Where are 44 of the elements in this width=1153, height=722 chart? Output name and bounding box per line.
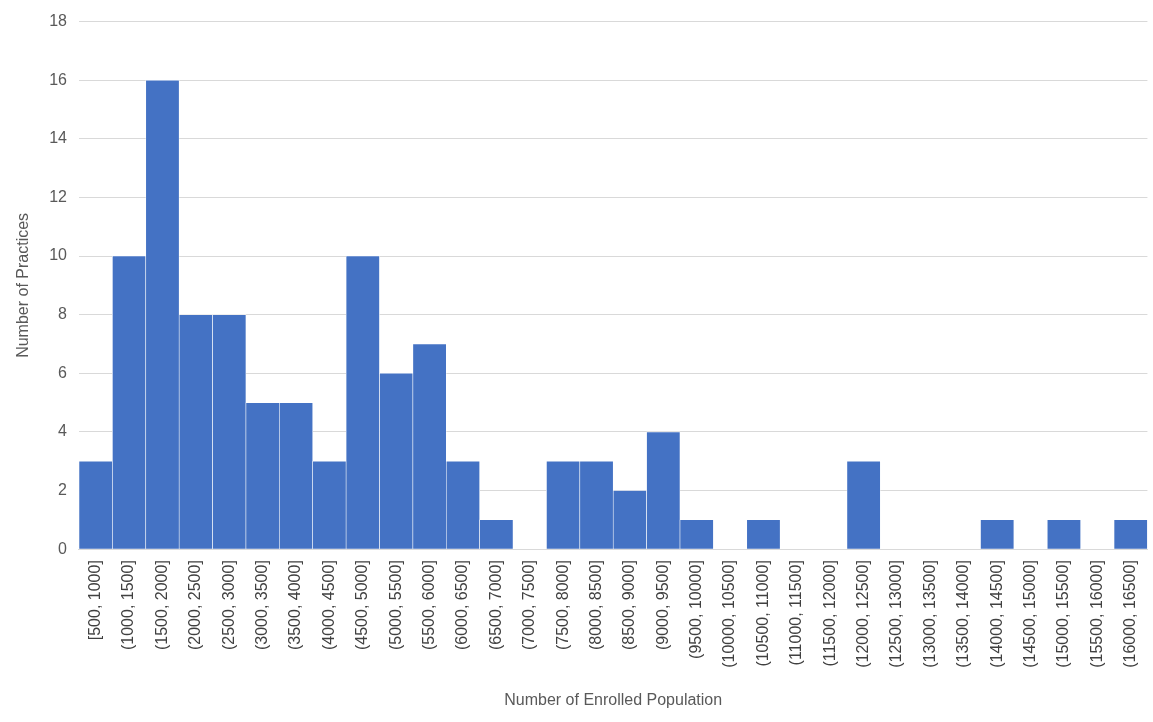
x-tick-label: (6000, 6500] (453, 560, 471, 651)
x-tick-label: (5500, 6000] (419, 560, 437, 651)
x-tick-label: (2000, 2500] (186, 560, 204, 651)
y-tick-label: 12 (49, 187, 68, 205)
x-tick-label: (7000, 7500] (520, 560, 538, 651)
y-tick-label: 18 (49, 12, 68, 30)
y-tick-label: 14 (49, 129, 68, 147)
x-tick-label: (14000, 14500] (987, 560, 1005, 668)
x-tick-label: (12500, 13000] (887, 560, 905, 668)
x-tick-label: (14500, 15000] (1020, 560, 1038, 668)
x-tick-label: (10500, 11000] (753, 560, 771, 667)
y-tick-label: 6 (58, 363, 68, 381)
y-tick-label: 10 (49, 246, 68, 264)
y-tick-label: 0 (58, 539, 68, 557)
y-tick-label: 2 (58, 480, 68, 498)
x-tick-label: (7500, 8000] (553, 560, 571, 651)
x-tick-label: (15000, 15500] (1054, 560, 1072, 668)
x-tick-label: (10000, 10500] (720, 560, 738, 668)
x-tick-label: (1500, 2000] (152, 560, 170, 651)
x-tick-label: (3000, 3500] (253, 560, 271, 651)
x-tick-label: (9000, 9500] (653, 560, 671, 651)
y-tick-label: 4 (58, 422, 68, 440)
y-tick-label: 8 (58, 305, 68, 323)
x-tick-label: (1000, 1500] (119, 560, 137, 651)
x-tick-label: (12000, 12500] (854, 560, 872, 668)
x-tick-label: (4000, 4500] (319, 560, 337, 651)
x-tick-label: (13500, 14000] (954, 560, 972, 668)
x-tick-label: (3500, 4000] (286, 560, 304, 651)
x-tick-label: (8000, 8500] (586, 560, 604, 651)
x-axis-title: Number of Enrolled Population (504, 690, 723, 708)
x-tick-label: (6500, 7000] (486, 560, 504, 651)
x-tick-label: (8500, 9000] (620, 560, 638, 651)
x-tick-label: (11500, 12000] (820, 560, 838, 667)
y-axis-title: Number of Practices (14, 212, 32, 358)
x-tick-label: (2500, 3000] (219, 560, 237, 651)
x-tick-label: (4500, 5000] (353, 560, 371, 651)
x-tick-label: (5000, 5500] (386, 560, 404, 651)
x-tick-label: [500, 1000] (86, 560, 104, 641)
x-tick-label: (15500, 16000] (1087, 560, 1105, 668)
x-tick-label: (16000, 16500] (1121, 560, 1139, 668)
x-tick-label: (9500, 10000] (687, 560, 705, 659)
y-tick-label: 16 (49, 70, 68, 88)
x-tick-label: (11000, 11500] (787, 560, 805, 666)
x-tick-label: (13000, 13500] (920, 560, 938, 668)
